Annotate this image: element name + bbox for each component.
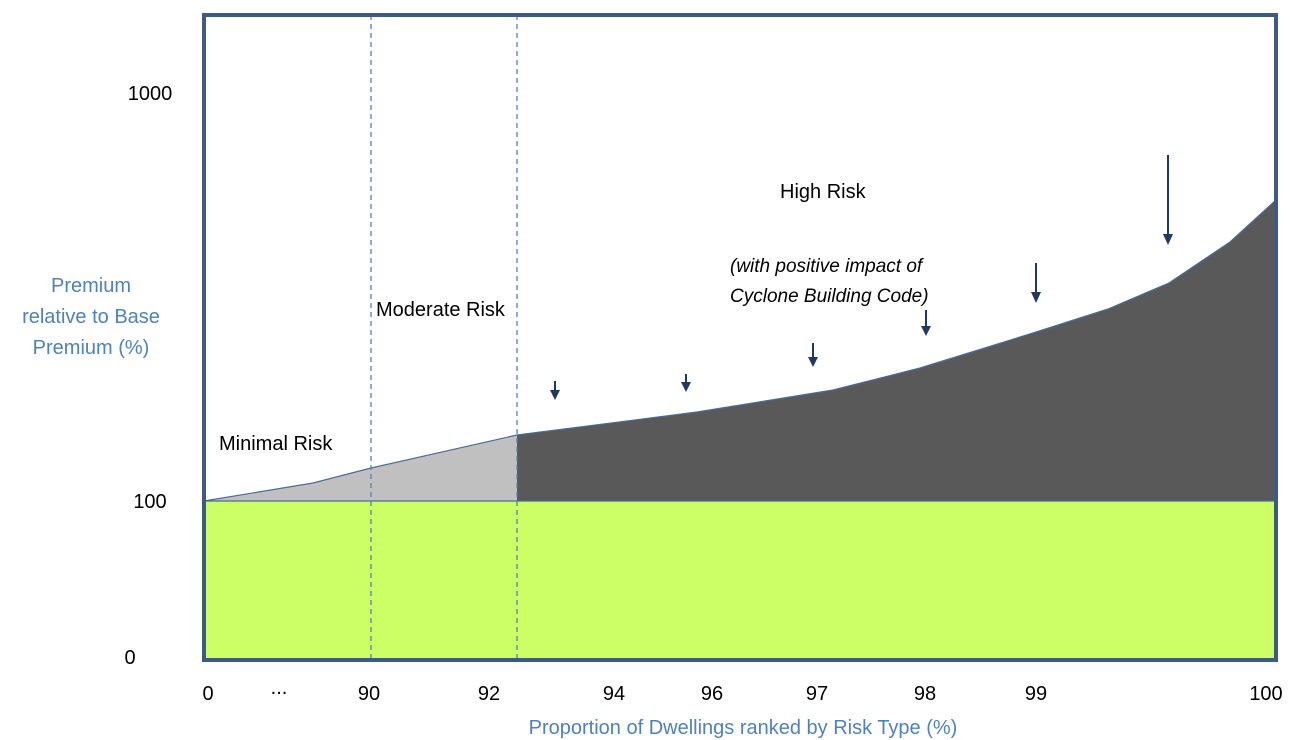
- plot-frame: [202, 13, 1278, 662]
- reduction-arrow: [1031, 263, 1041, 303]
- moderate-risk-premium-area: [204, 435, 517, 501]
- y-tick-label: 1000: [128, 83, 173, 105]
- x-tick-label: 96: [701, 683, 723, 705]
- x-tick-label: 98: [914, 683, 936, 705]
- annotation-line: Cyclone Building Code): [730, 286, 929, 307]
- y-axis-title-line: Premium: [51, 275, 131, 297]
- x-tick-label: 99: [1025, 683, 1047, 705]
- x-tick-label: 0: [202, 683, 213, 705]
- reduction-arrows: [550, 155, 1173, 400]
- x-tick-label: 92: [478, 683, 500, 705]
- high-risk-premium-area: [517, 200, 1276, 501]
- x-tick-label: 94: [603, 683, 625, 705]
- y-axis-title-line: relative to Base: [22, 306, 160, 328]
- x-tick-label: 100: [1249, 683, 1282, 705]
- region-label-high: High Risk: [780, 181, 867, 203]
- reduction-arrow: [1163, 155, 1173, 245]
- reduction-arrow: [550, 381, 560, 400]
- x-tick-label: 90: [358, 683, 380, 705]
- y-tick-label: 0: [124, 647, 135, 669]
- x-tick-label: 97: [806, 683, 828, 705]
- x-axis-title: Proportion of Dwellings ranked by Risk T…: [529, 717, 958, 739]
- region-label-minimal: Minimal Risk: [219, 433, 333, 455]
- reduction-arrow: [681, 374, 691, 392]
- premium-curve: [203, 199, 1277, 502]
- y-tick-label: 100: [133, 491, 166, 513]
- x-tick-label: ...: [271, 677, 288, 699]
- y-axis-title-line: Premium (%): [33, 337, 150, 359]
- reduction-arrow: [921, 310, 931, 336]
- annotation-line: (with positive impact of: [730, 256, 924, 277]
- reduction-arrow: [808, 343, 818, 367]
- base-premium-area: [204, 501, 1276, 660]
- region-label-moderate: Moderate Risk: [376, 299, 506, 321]
